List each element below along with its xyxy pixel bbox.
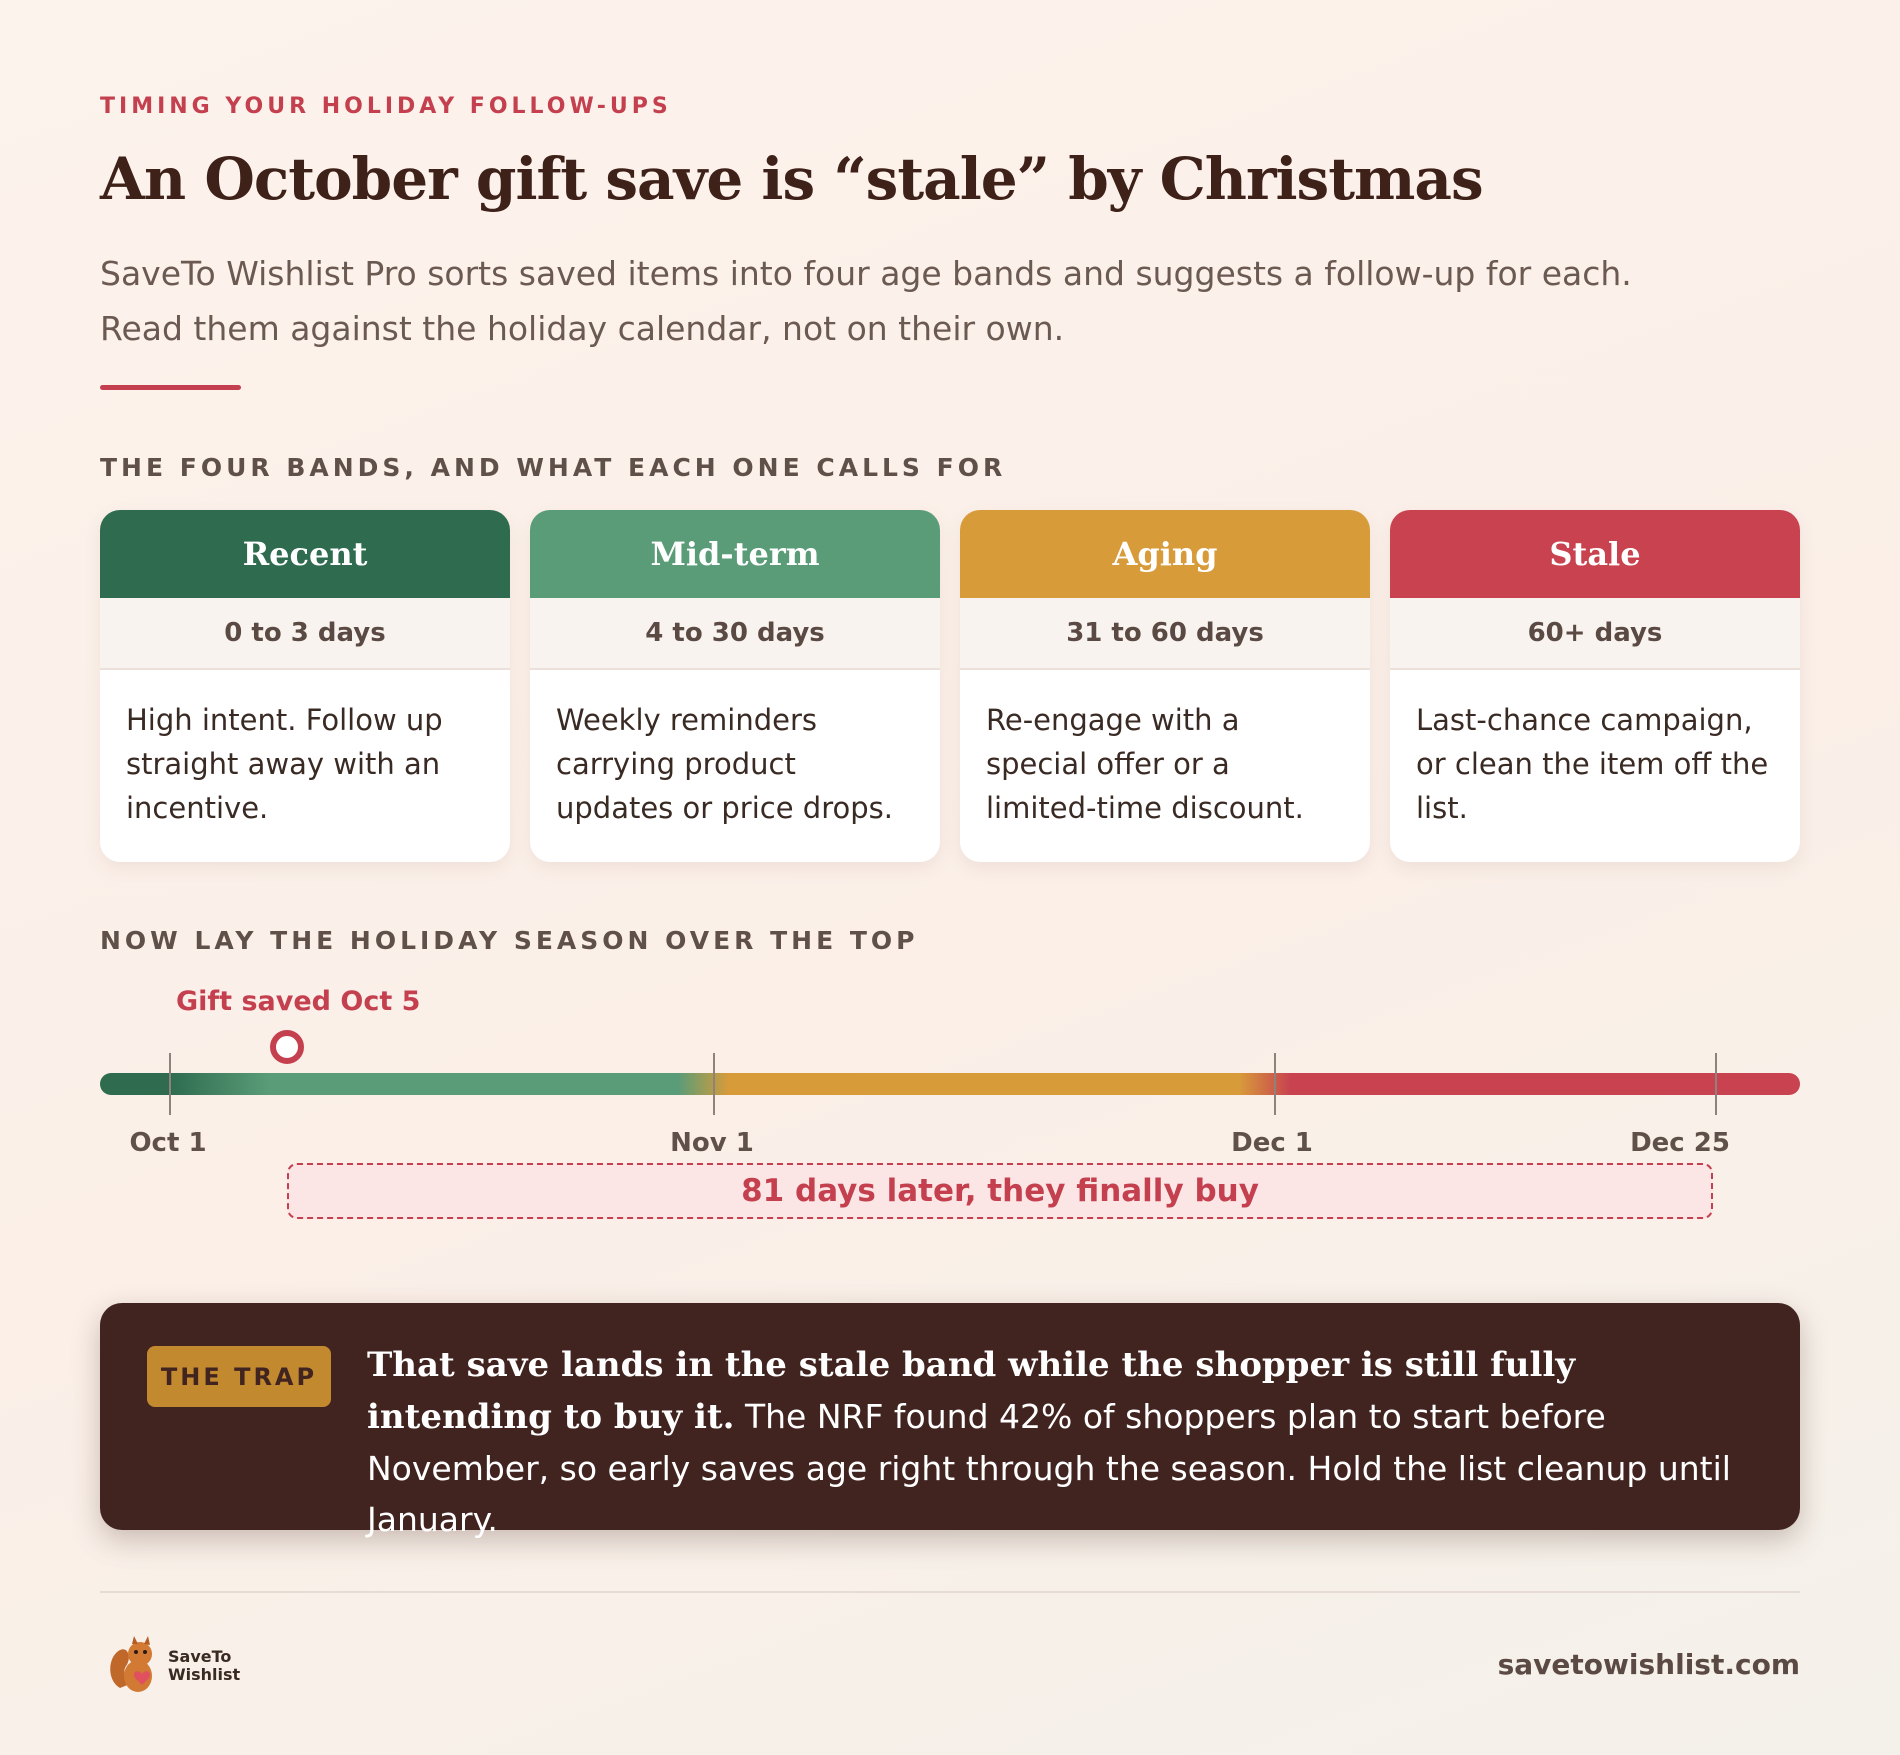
band-range: 0 to 3 days: [100, 598, 510, 670]
save-marker: [270, 1030, 304, 1064]
band-card: Stale 60+ days Last-chance campaign, or cl…: [1390, 510, 1800, 862]
band-name: Aging: [960, 510, 1370, 598]
date-label: Dec 25: [1630, 1128, 1730, 1158]
band-range: 4 to 30 days: [530, 598, 940, 670]
logo: SaveTo Wishlist: [106, 1636, 240, 1696]
timeline-bar: [100, 1073, 1800, 1095]
band-card: Mid-term 4 to 30 days Weekly reminders car…: [530, 510, 940, 862]
band-name: Mid-term: [530, 510, 940, 598]
marker-label: Gift saved Oct 5: [176, 986, 421, 1017]
callout-body: The NRF found 42% of shoppers plan to st…: [367, 1397, 1731, 1539]
band-card: Recent 0 to 3 days High intent. Follow up …: [100, 510, 510, 862]
date-label: Dec 1: [1231, 1128, 1313, 1158]
band-description: Weekly reminders carrying product update…: [556, 703, 893, 825]
callout: THE TRAP That save lands in the stale ba…: [100, 1303, 1800, 1539]
eyebrow: TIMING YOUR HOLIDAY FOLLOW-UPS: [100, 94, 672, 119]
band-range: 60+ days: [1390, 598, 1800, 670]
tick: [1715, 1053, 1717, 1115]
band-description: High intent. Follow up straight away wit…: [126, 703, 443, 825]
band-cards: Recent 0 to 3 days High intent. Follow up …: [100, 510, 1800, 862]
logo-line: Wishlist: [168, 1665, 241, 1684]
band-description: Re-engage with a special offer or a limi…: [986, 703, 1304, 825]
section-label: NOW LAY THE HOLIDAY SEASON OVER THE TOP: [100, 926, 919, 955]
tick: [713, 1053, 715, 1115]
title: An October gift save is “stale” by Chris…: [100, 145, 1484, 213]
band-description: Last-chance campaign, or clean the item …: [1416, 703, 1769, 825]
section-label: THE FOUR BANDS, AND WHAT EACH ONE CALLS …: [100, 453, 1007, 482]
tick: [169, 1053, 171, 1115]
callout-badge: THE TRAP: [147, 1346, 331, 1407]
band-name: Recent: [100, 510, 510, 598]
callout-lead: That save lands in the stale band while …: [367, 1345, 1576, 1437]
date-label: Oct 1: [129, 1128, 207, 1158]
band-card: Aging 31 to 60 days Re-engage with a speci…: [960, 510, 1370, 862]
accent-rule: [100, 385, 241, 390]
band-name: Stale: [1390, 510, 1800, 598]
logo-line: SaveTo: [168, 1647, 232, 1666]
callout-text: That save lands in the stale band while …: [367, 1339, 1757, 1545]
site-url: savetowishlist.com: [1497, 1648, 1800, 1681]
span-note: 81 days later, they finally buy: [287, 1163, 1713, 1219]
band-range: 31 to 60 days: [960, 598, 1370, 670]
logo-icon: [110, 1636, 152, 1692]
date-label: Nov 1: [670, 1128, 754, 1158]
logo-text: SaveTo Wishlist: [168, 1648, 240, 1684]
divider: [100, 1591, 1800, 1593]
subtitle: SaveTo Wishlist Pro sorts saved items in…: [100, 254, 1632, 348]
tick: [1274, 1053, 1276, 1115]
